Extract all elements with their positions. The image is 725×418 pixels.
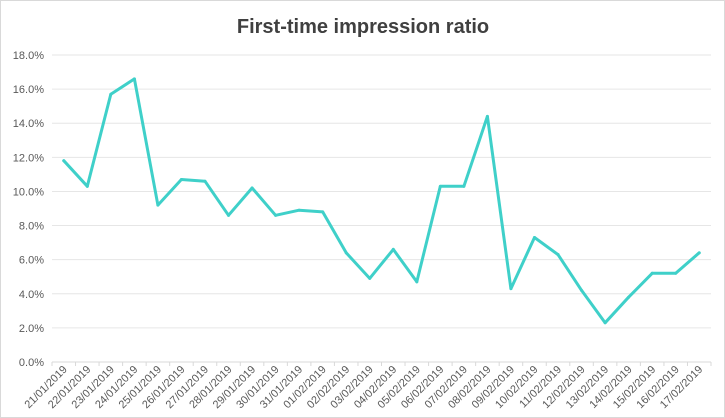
data-point bbox=[274, 213, 278, 217]
data-point bbox=[650, 271, 654, 275]
data-point bbox=[580, 288, 584, 292]
y-tick-label: 6.0% bbox=[19, 255, 44, 267]
data-point bbox=[627, 295, 631, 299]
data-point bbox=[62, 159, 66, 163]
data-point bbox=[674, 271, 678, 275]
data-point bbox=[438, 184, 442, 188]
y-tick-label: 4.0% bbox=[19, 289, 44, 301]
y-tick-label: 16.0% bbox=[13, 84, 44, 96]
y-tick-label: 12.0% bbox=[13, 152, 44, 164]
y-tick-label: 14.0% bbox=[13, 118, 44, 130]
data-point bbox=[556, 253, 560, 257]
data-point bbox=[532, 235, 536, 239]
data-point bbox=[297, 208, 301, 212]
data-point bbox=[227, 213, 231, 217]
data-point bbox=[391, 247, 395, 251]
data-point bbox=[85, 184, 89, 188]
data-point bbox=[203, 179, 207, 183]
data-point bbox=[132, 77, 136, 81]
series-line bbox=[62, 77, 701, 325]
data-point bbox=[462, 184, 466, 188]
data-point bbox=[179, 178, 183, 182]
x-axis-ticks: 21/01/201922/01/201923/01/201924/01/2019… bbox=[22, 362, 712, 411]
gridlines bbox=[52, 54, 711, 363]
data-point bbox=[368, 276, 372, 280]
data-point bbox=[321, 210, 325, 214]
chart-title: First-time impression ratio bbox=[237, 16, 489, 38]
y-tick-label: 8.0% bbox=[19, 221, 44, 233]
data-point bbox=[109, 92, 113, 96]
data-point bbox=[485, 114, 489, 118]
series-group bbox=[62, 77, 701, 325]
data-point bbox=[509, 287, 513, 291]
data-point bbox=[250, 186, 254, 190]
data-point bbox=[415, 280, 419, 284]
data-point bbox=[603, 321, 607, 325]
y-tick-label: 18.0% bbox=[13, 50, 44, 62]
data-point bbox=[156, 203, 160, 207]
y-tick-label: 2.0% bbox=[19, 323, 44, 335]
y-tick-label: 0.0% bbox=[19, 357, 44, 369]
y-tick-label: 10.0% bbox=[13, 186, 44, 198]
data-point bbox=[697, 251, 701, 255]
y-axis-ticks: 0.0% 2.0% 4.0% 6.0% 8.0% 10.0% 12.0% 14.0% 16.0%… bbox=[13, 50, 44, 369]
data-point bbox=[344, 251, 348, 255]
